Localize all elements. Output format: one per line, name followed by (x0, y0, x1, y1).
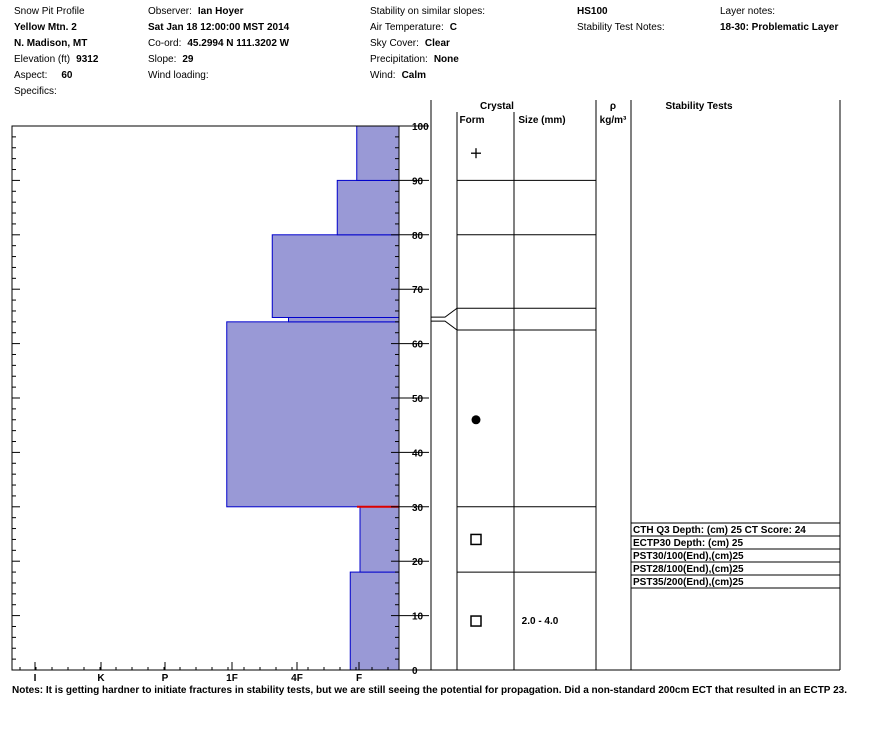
elevation-row: Elevation (ft) 9312 (14, 54, 98, 66)
depth-tick-label: 30 (412, 503, 424, 514)
stability-tests-header: Stability Tests (665, 101, 732, 112)
header-col-2: Observer: Ian Hoyer Sat Jan 18 12:00:00 M… (148, 6, 289, 82)
air-temp-row: Air Temperature: C (370, 22, 485, 34)
hardness-bar (271, 234, 400, 318)
profile-title: Snow Pit Profile (14, 6, 85, 17)
density-unit-header: kg/m³ (600, 115, 627, 126)
hardness-bar (288, 316, 400, 323)
depth-tick-label: 40 (412, 448, 424, 459)
coord-label: Co-ord: (148, 38, 182, 49)
stability-test-entry: PST30/100(End),(cm)25 (633, 551, 744, 562)
slope-row: Slope: 29 (148, 54, 289, 66)
header-col-1: Snow Pit Profile Yellow Mtn. 2 N. Madiso… (14, 6, 98, 98)
depth-tick-label: 20 (412, 557, 424, 568)
stability-test-list: CTH Q3 Depth: (cm) 25 CT Score: 24 ECTP30… (631, 522, 840, 589)
form-column-header: Form (460, 115, 485, 126)
faceted-crystal-symbol (470, 533, 482, 546)
sky-value: Clear (424, 38, 450, 49)
wind-loading-label: Wind loading: (148, 70, 209, 81)
rounded-grain-symbol (471, 415, 481, 425)
notes-text: It is getting hardner to initiate fractu… (45, 685, 847, 696)
sky-row: Sky Cover: Clear (370, 38, 485, 50)
notes-label: Notes: (12, 685, 44, 696)
hardness-tick-label: F (356, 673, 362, 684)
density-column-header: ρ (610, 101, 616, 112)
depth-tick-label: 90 (412, 176, 424, 187)
observer-row: Observer: Ian Hoyer (148, 6, 289, 18)
crystal-symbols: 2.0 - 4.0 (470, 148, 559, 627)
stability-test-entry: CTH Q3 Depth: (cm) 25 CT Score: 24 (633, 525, 806, 536)
hardness-tick-label: I (34, 673, 37, 684)
wind-label: Wind: (370, 70, 396, 81)
layer-notes-label: Layer notes: (720, 6, 776, 17)
stability-label: Stability on similar slopes: (370, 6, 486, 17)
hardness-tick-label: P (162, 673, 169, 684)
sky-label: Sky Cover: (370, 38, 419, 49)
observer-label: Observer: (148, 6, 192, 17)
hardness-bar (359, 506, 400, 573)
layer-boundaries (431, 179, 596, 573)
coord-value: 45.2994 N 111.3202 W (187, 38, 290, 49)
header-col-4: HS100 Stability Test Notes: (577, 6, 665, 34)
air-temp-value: C (449, 22, 457, 33)
hardness-tick-label: K (97, 673, 105, 684)
depth-tick-label: 10 (412, 612, 424, 623)
header-col-5: Layer notes: 18-30: Problematic Layer (720, 6, 838, 34)
air-temp-label: Air Temperature: (370, 22, 444, 33)
header-col-3: Stability on similar slopes: Air Tempera… (370, 6, 485, 82)
stability-test-entry: ECTP30 Depth: (cm) 25 (633, 538, 743, 549)
layer-connector (431, 320, 458, 331)
hardness-bar (336, 179, 400, 236)
aspect-row: Aspect: 60 (14, 70, 98, 82)
layer-notes-value: 18-30: Problematic Layer (720, 22, 839, 33)
coord-row: Co-ord: 45.2994 N 111.3202 W (148, 38, 289, 50)
size-column-header: Size (mm) (518, 115, 565, 126)
location: Yellow Mtn. 2 (14, 22, 77, 33)
aspect-value: 60 (61, 70, 73, 81)
notes-block: Notes: It is getting hardner to initiate… (12, 683, 872, 699)
precip-value: None (433, 54, 459, 65)
aspect-label: Aspect: (14, 70, 48, 81)
hardness-bars (226, 125, 400, 671)
stability-test-entry: PST35/200(End),(cm)25 (633, 577, 744, 588)
hs-value: HS100 (577, 6, 608, 17)
depth-tick-label: 60 (412, 340, 424, 351)
hardness-bar (356, 125, 400, 181)
faceted-crystal-symbol (470, 615, 482, 627)
depth-tick-label: 100 (412, 122, 429, 133)
hardness-bar (226, 321, 400, 508)
datetime: Sat Jan 18 12:00:00 MST 2014 (148, 22, 290, 33)
depth-tick-label: 80 (412, 231, 424, 242)
slope-label: Slope: (148, 54, 177, 65)
hardness-bar (349, 571, 400, 671)
slope-value: 29 (182, 54, 194, 65)
crystal-column-header: Crystal (480, 101, 514, 112)
elevation-label: Elevation (ft) (14, 54, 71, 65)
observer-value: Ian Hoyer (197, 6, 244, 17)
wind-value: Calm (401, 70, 427, 81)
depth-tick-label: 0 (412, 666, 418, 677)
hardness-axis: I K P 1F 4F F (19, 662, 389, 684)
stability-notes-label: Stability Test Notes: (577, 22, 665, 33)
hardness-tick-label: 4F (291, 673, 303, 684)
precip-label: Precipitation: (370, 54, 428, 65)
specifics-label: Specifics: (14, 86, 57, 97)
depth-tick-label: 70 (412, 285, 424, 296)
layer-connector (431, 307, 458, 318)
depth-axis: 0 10 20 30 40 50 60 70 80 90 100 (12, 122, 429, 677)
precip-row: Precipitation: None (370, 54, 485, 66)
depth-tick-label: 50 (412, 394, 424, 405)
stability-test-entry: PST28/100(End),(cm)25 (633, 564, 744, 575)
wind-row: Wind: Calm (370, 70, 485, 82)
hardness-tick-label: 1F (226, 673, 238, 684)
elevation-value: 9312 (76, 54, 99, 65)
crystal-size-label: 2.0 - 4.0 (522, 616, 559, 627)
region: N. Madison, MT (14, 38, 88, 49)
